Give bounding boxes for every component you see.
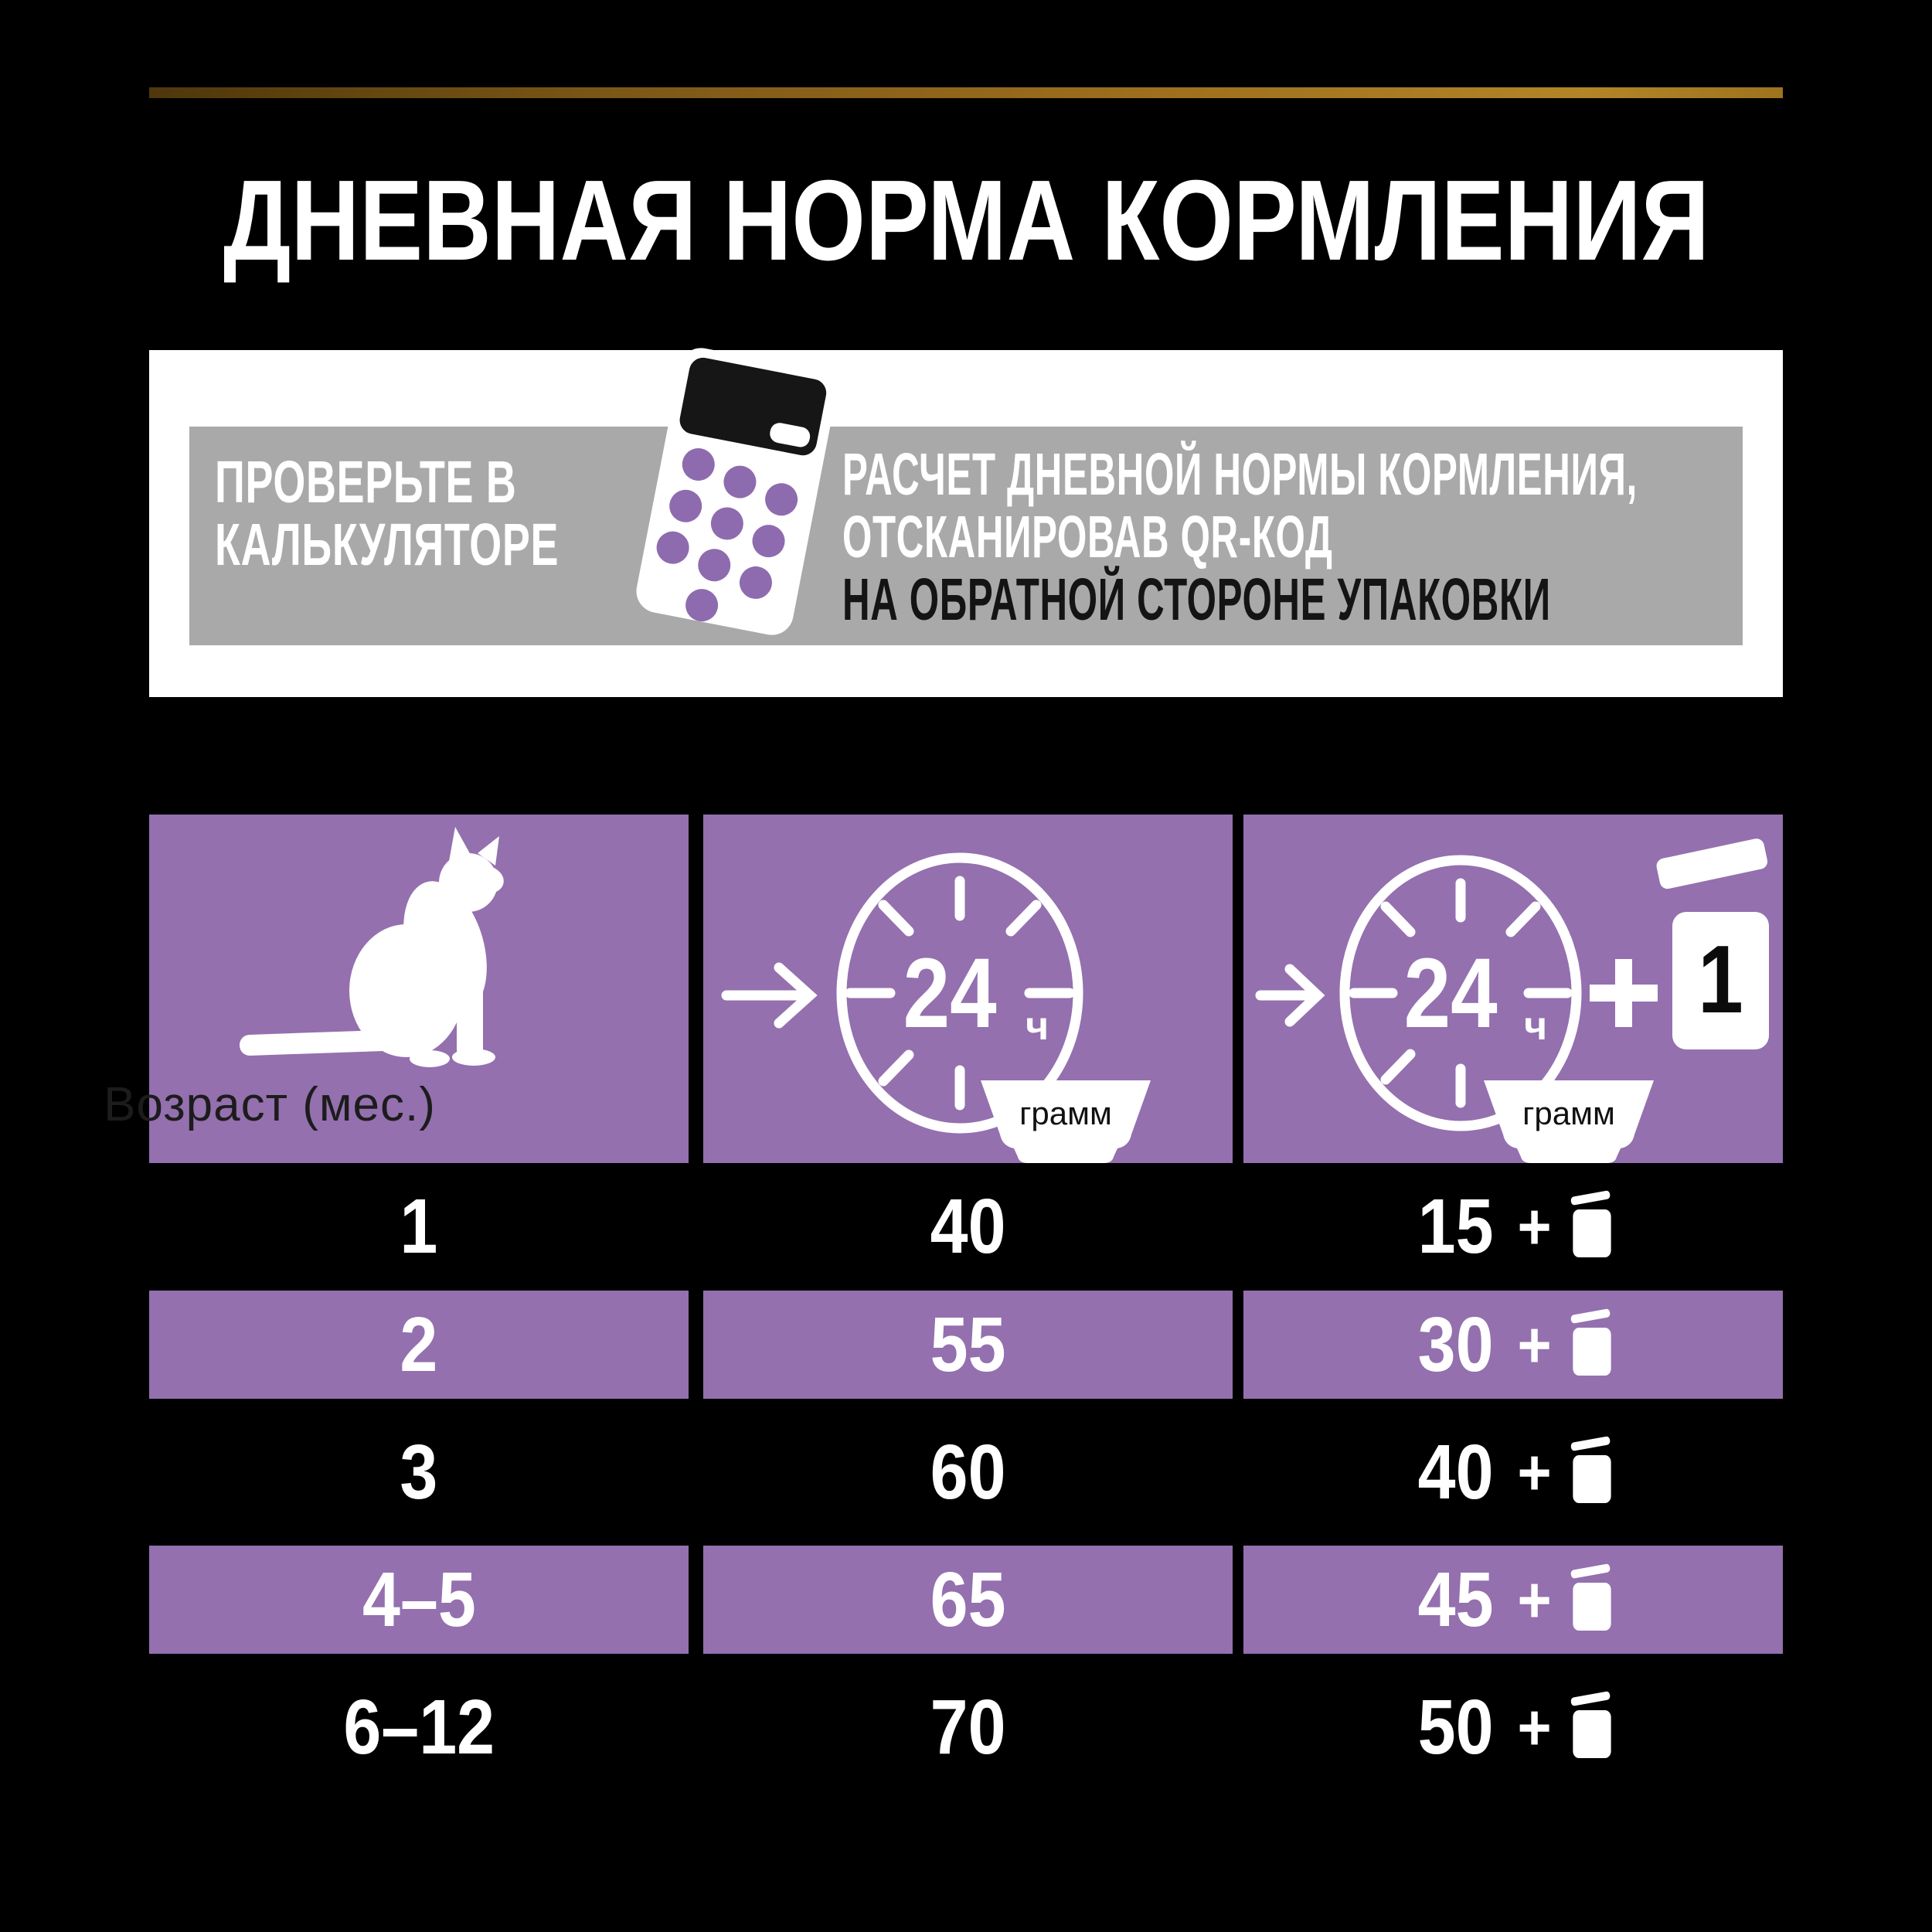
page-title: ДНЕВНАЯ НОРМА КОРМЛЕНИЯ [223, 157, 1709, 284]
age-value: 1 [400, 1183, 438, 1270]
pouch-icon [1570, 1691, 1611, 1758]
age-value: 3 [400, 1429, 438, 1515]
dry-grams-value: 40 [930, 1183, 1006, 1270]
clock-hours-unit: ч [1524, 1004, 1548, 1049]
dry-grams-value: 70 [930, 1684, 1006, 1770]
table-row-band [703, 1546, 1233, 1654]
table-row-band [149, 1291, 689, 1399]
dry-grams-value: 55 [930, 1301, 1006, 1388]
clock-hours-unit: ч [1026, 1004, 1049, 1049]
calculator-banner-inner [189, 427, 1743, 645]
qr-instruction-text: РАСЧЕТ ДНЕВНОЙ НОРМЫ КОРМЛЕНИЯ, ОТСКАНИР… [842, 441, 1638, 633]
table-row-band [149, 1546, 689, 1654]
age-value: 2 [400, 1301, 438, 1388]
mixed-grams-value: 45 + [1243, 1561, 1783, 1638]
clock-24h-icon [721, 852, 1083, 1134]
mixed-grams-value: 30 + [1243, 1306, 1783, 1383]
table-row-band [1243, 1546, 1783, 1654]
age-value: 4–5 [362, 1556, 476, 1643]
age-value: 6–12 [343, 1684, 495, 1770]
gold-divider [149, 87, 1783, 98]
dry-grams-value: 65 [930, 1556, 1006, 1643]
dry-grams-value: 60 [930, 1429, 1006, 1515]
age-column-label: Возраст (мес.) [104, 1078, 436, 1131]
bowl-grams-icon: грамм [980, 1080, 1151, 1163]
table-row-band [1243, 1291, 1783, 1399]
pouch-icon [1570, 1563, 1611, 1631]
header-dry-food-cell [703, 815, 1233, 1163]
mixed-grams-value: 50 + [1243, 1689, 1783, 1766]
clock-24h-plus-pouch-icon [1255, 855, 1582, 1131]
table-row-band [703, 1291, 1233, 1399]
mixed-grams-value: 40 + [1243, 1434, 1783, 1511]
pouch-icon [1570, 1308, 1611, 1376]
clock-hours-label: 24 [1403, 938, 1498, 1049]
clock-hours-label: 24 [903, 938, 997, 1049]
pouch-icon: 1 [1672, 912, 1769, 1049]
bowl-grams-icon: грамм [1483, 1080, 1655, 1163]
check-in-calculator-label: ПРОВЕРЬТЕ В КАЛЬКУЛЯТОРЕ [215, 449, 560, 578]
pouch-icon [1570, 1436, 1611, 1503]
mixed-grams-value: 15 + [1243, 1188, 1783, 1265]
pouch-icon [1570, 1190, 1611, 1257]
cat-icon [240, 827, 504, 1067]
plus-icon [1590, 959, 1658, 1027]
